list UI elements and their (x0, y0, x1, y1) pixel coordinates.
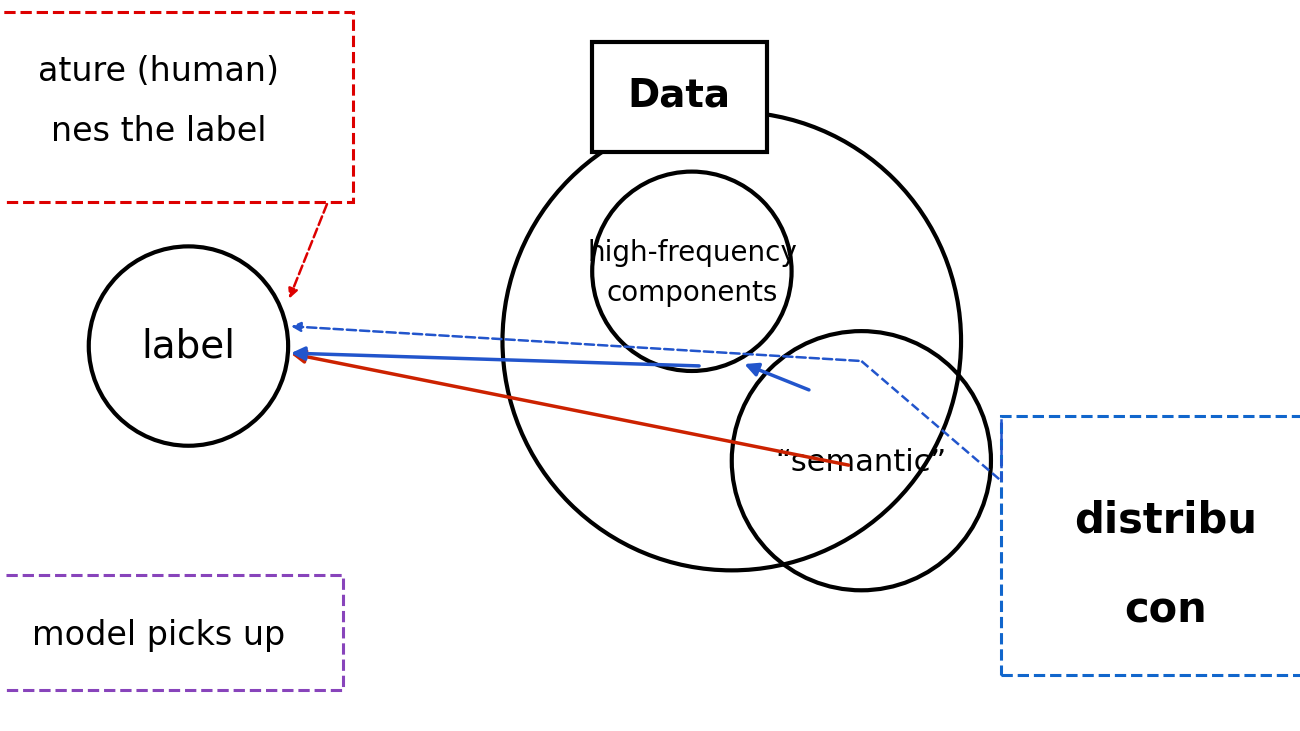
Text: Data: Data (628, 77, 731, 115)
Bar (0, 12, 352, 202)
Bar (593, 42, 767, 151)
Text: label: label (142, 327, 235, 365)
Bar (1001, 416, 1300, 675)
Text: model picks up: model picks up (32, 618, 285, 651)
Text: con: con (1124, 589, 1206, 632)
Bar (0, 575, 343, 690)
Text: nes the label: nes the label (51, 115, 266, 148)
Text: distribu: distribu (1074, 499, 1257, 542)
Text: high-frequency: high-frequency (588, 239, 797, 268)
Text: “semantic”: “semantic” (776, 448, 946, 477)
Text: components: components (606, 279, 777, 307)
Text: ature (human): ature (human) (38, 56, 280, 88)
